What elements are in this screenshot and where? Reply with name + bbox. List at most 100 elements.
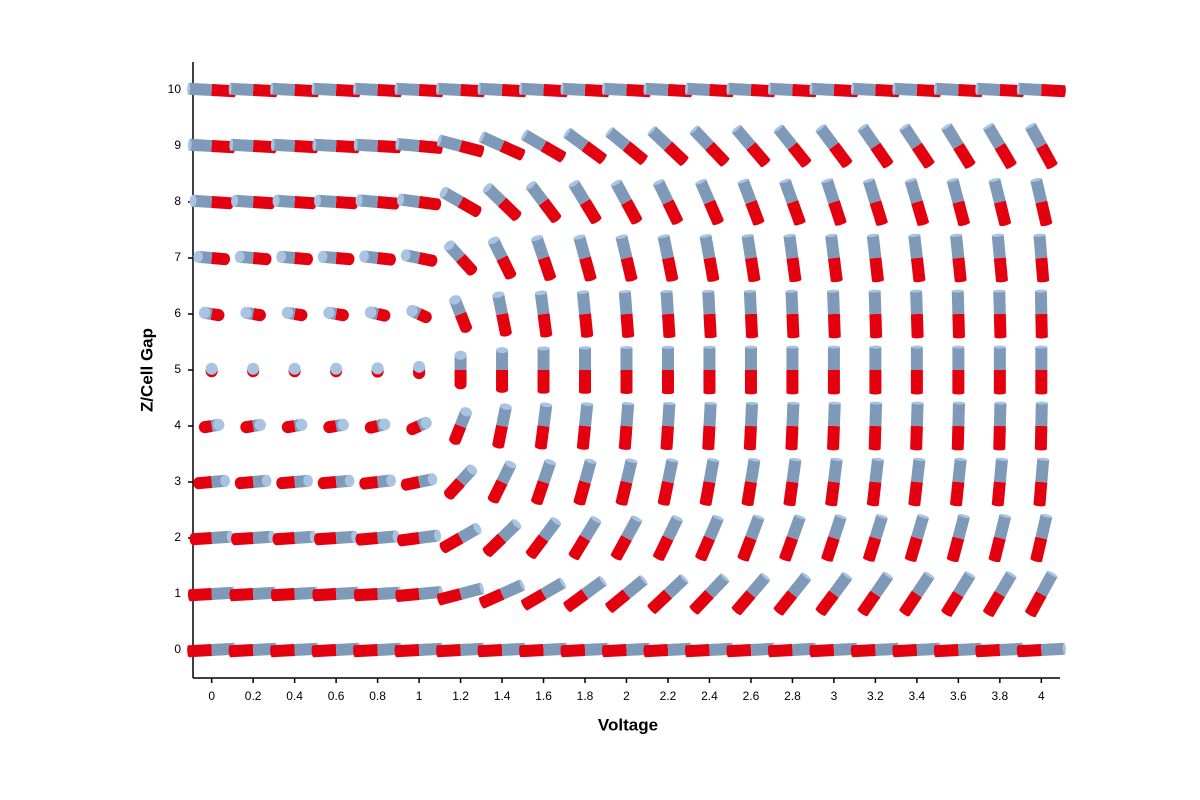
molecule-tail bbox=[1041, 84, 1065, 98]
molecule-head-cap bbox=[323, 306, 335, 319]
molecule-tail bbox=[317, 532, 337, 546]
molecule bbox=[482, 183, 522, 221]
molecule-tail bbox=[911, 142, 935, 169]
molecule-head-cap bbox=[573, 234, 586, 240]
molecule bbox=[652, 179, 684, 225]
molecule-head-cap bbox=[652, 179, 664, 186]
molecule-head bbox=[521, 129, 547, 152]
molecule-head bbox=[703, 403, 717, 427]
molecule-head-cap bbox=[449, 295, 461, 305]
molecule-head-cap bbox=[1035, 345, 1048, 349]
molecule-head bbox=[610, 180, 632, 205]
molecule-tail bbox=[239, 476, 254, 490]
molecule-tail bbox=[418, 140, 442, 154]
molecule-head bbox=[741, 234, 757, 259]
molecule-tail bbox=[409, 420, 422, 435]
molecule-head bbox=[911, 514, 930, 540]
molecule-head-cap bbox=[563, 127, 571, 138]
molecule-head-cap bbox=[505, 460, 517, 469]
molecule-tail bbox=[827, 370, 840, 393]
molecule-tail bbox=[252, 252, 268, 266]
molecule-tail bbox=[234, 532, 254, 546]
molecule-head bbox=[189, 138, 212, 152]
molecule-tail bbox=[952, 200, 970, 226]
molecule-tail bbox=[689, 589, 714, 615]
molecule-tail bbox=[322, 476, 337, 490]
molecule-head-cap bbox=[999, 513, 1012, 519]
molecule-tail bbox=[991, 481, 1006, 506]
molecule-head bbox=[743, 290, 757, 315]
x-tick-label: 2.6 bbox=[743, 689, 760, 703]
molecule-head bbox=[983, 123, 1006, 150]
molecule bbox=[743, 289, 759, 339]
molecule bbox=[689, 125, 730, 167]
molecule bbox=[359, 250, 396, 266]
y-tick-label: 5 bbox=[174, 362, 181, 376]
molecule-tail bbox=[245, 420, 255, 434]
molecule-tail bbox=[653, 535, 674, 561]
molecule-head bbox=[870, 571, 894, 598]
molecule-head bbox=[618, 291, 633, 315]
molecule bbox=[437, 134, 485, 158]
molecule-head-cap bbox=[519, 82, 523, 95]
molecule-head-cap bbox=[231, 194, 239, 207]
molecule bbox=[371, 362, 384, 378]
molecule-head bbox=[561, 82, 586, 96]
molecule-head bbox=[952, 458, 967, 483]
molecule-tail bbox=[1025, 591, 1047, 617]
molecule bbox=[941, 123, 976, 169]
molecule-tail bbox=[910, 257, 926, 282]
molecule-head bbox=[857, 123, 881, 150]
molecule-head bbox=[904, 178, 923, 204]
molecule-tail bbox=[496, 370, 509, 390]
molecule-head-cap bbox=[487, 236, 499, 245]
molecule-head bbox=[1030, 178, 1048, 204]
molecule-head bbox=[579, 459, 597, 484]
molecule bbox=[652, 515, 684, 561]
molecule-tail bbox=[487, 479, 508, 503]
molecule bbox=[1030, 177, 1053, 227]
molecule-head bbox=[953, 571, 976, 598]
molecule bbox=[400, 473, 438, 491]
molecule-head bbox=[993, 458, 1008, 483]
molecule-head-cap bbox=[394, 82, 398, 95]
molecule-head bbox=[863, 178, 882, 204]
molecule-tail bbox=[703, 313, 717, 337]
y-tick-label: 0 bbox=[174, 642, 181, 656]
molecule-tail bbox=[210, 308, 220, 322]
molecule bbox=[395, 586, 443, 602]
molecule bbox=[1025, 570, 1058, 618]
x-tick-label: 3.4 bbox=[909, 689, 926, 703]
molecule-head bbox=[783, 234, 799, 259]
x-tick-label: 3 bbox=[831, 689, 838, 703]
y-tick-label: 2 bbox=[174, 530, 181, 544]
molecule-head-cap bbox=[988, 177, 1001, 183]
molecule-tail bbox=[313, 588, 337, 602]
molecule-head-cap bbox=[312, 138, 317, 151]
molecule-head bbox=[492, 293, 508, 316]
molecule-tail bbox=[869, 370, 882, 393]
molecule-tail bbox=[1035, 370, 1048, 393]
molecule bbox=[869, 345, 882, 395]
molecule-tail bbox=[744, 313, 759, 338]
molecule bbox=[353, 138, 402, 154]
molecule-head-cap bbox=[870, 401, 883, 405]
molecule-head-cap bbox=[254, 418, 266, 431]
molecule-head bbox=[1035, 514, 1053, 540]
molecule-tail bbox=[252, 308, 262, 322]
molecule bbox=[910, 345, 923, 395]
molecule bbox=[323, 306, 349, 322]
molecule-tail bbox=[363, 476, 379, 490]
molecule-tail bbox=[779, 535, 799, 562]
molecule-head bbox=[769, 82, 793, 96]
molecule bbox=[272, 194, 317, 210]
molecule-tail bbox=[1018, 644, 1042, 658]
molecule-tail bbox=[661, 370, 674, 393]
molecule-head-cap bbox=[477, 82, 481, 95]
y-tick-label: 9 bbox=[174, 138, 181, 152]
molecule-head bbox=[395, 82, 420, 96]
molecule bbox=[605, 575, 648, 613]
molecule-tail bbox=[910, 425, 923, 450]
molecule-head bbox=[910, 290, 923, 315]
molecule-head bbox=[621, 516, 643, 541]
